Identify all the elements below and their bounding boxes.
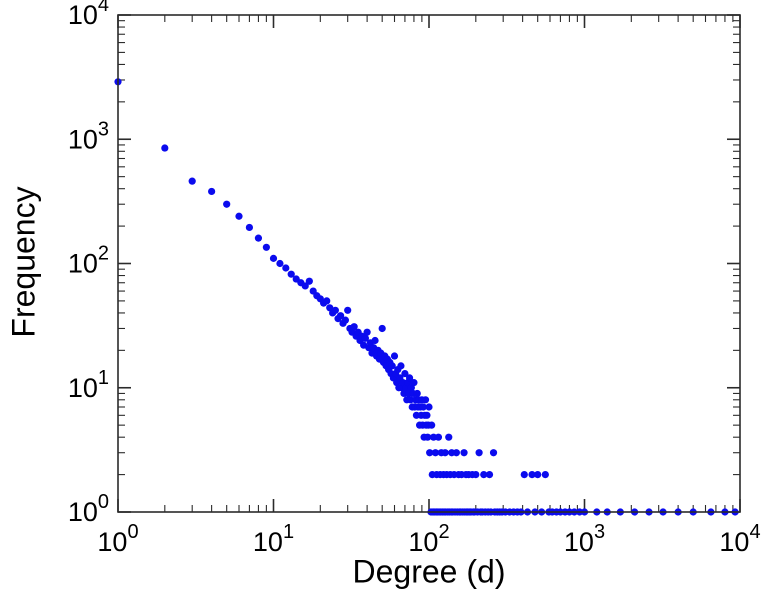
data-point [188, 177, 196, 185]
data-point [235, 212, 243, 220]
data-point [245, 223, 254, 232]
data-point [452, 449, 460, 457]
data-point [413, 389, 421, 398]
data-point [520, 471, 528, 479]
data-point [390, 352, 399, 360]
data-point [301, 282, 309, 290]
tick-label: 102 [408, 521, 449, 557]
data-point [287, 270, 295, 278]
data-point [410, 379, 418, 387]
tick-label: 100 [97, 521, 138, 557]
tick-label: 104 [68, 0, 109, 30]
data-point [361, 334, 370, 342]
data-point [397, 362, 405, 370]
data-point [405, 374, 414, 382]
tick-label: 101 [253, 521, 294, 557]
data-point [424, 433, 432, 441]
data-point [489, 449, 498, 457]
data-point [434, 433, 443, 441]
data-point [406, 396, 415, 404]
data-point [305, 277, 313, 285]
data-point [441, 449, 449, 457]
data-point [419, 403, 427, 411]
data-point [421, 396, 430, 404]
data-point [445, 433, 453, 441]
tick-label: 100 [68, 491, 109, 527]
data-point [331, 306, 339, 314]
data-point [541, 471, 549, 479]
plot-frame [117, 14, 741, 513]
tick-label: 104 [719, 521, 760, 557]
data-point [388, 362, 396, 370]
data-point [276, 259, 284, 268]
data-point [401, 369, 409, 378]
data-point [534, 471, 542, 479]
data-point [480, 471, 488, 479]
data-point [428, 421, 436, 429]
data-point [161, 144, 169, 152]
data-point [472, 471, 480, 479]
data-point [378, 324, 386, 333]
data-point [282, 264, 290, 272]
data-point [363, 328, 371, 336]
data-point [371, 336, 379, 345]
data-point [475, 449, 483, 457]
data-point [208, 187, 216, 196]
tick-label: 103 [564, 521, 605, 557]
data-point [423, 411, 431, 419]
tick-label: 101 [68, 367, 109, 403]
data-point [460, 449, 468, 457]
data-point [254, 234, 263, 242]
y-axis-label: Frequency [5, 186, 42, 338]
data-point [323, 297, 331, 305]
x-axis-label: Degree (d) [352, 553, 506, 590]
data-point [223, 200, 231, 208]
data-point [341, 316, 349, 324]
data-point [426, 449, 434, 457]
data-point [344, 306, 352, 314]
data-point [336, 312, 345, 320]
data-point [425, 403, 433, 411]
data-point [269, 254, 278, 262]
tick-label: 102 [68, 243, 109, 279]
data-points [114, 78, 739, 516]
data-point [528, 471, 536, 479]
tick-label: 103 [68, 118, 109, 154]
data-point [431, 449, 440, 457]
data-point [485, 471, 494, 479]
data-point [350, 323, 358, 331]
tick-labels: 100 101 102 103 104 100 101 102 103 104 [68, 0, 761, 557]
data-point [262, 243, 270, 251]
